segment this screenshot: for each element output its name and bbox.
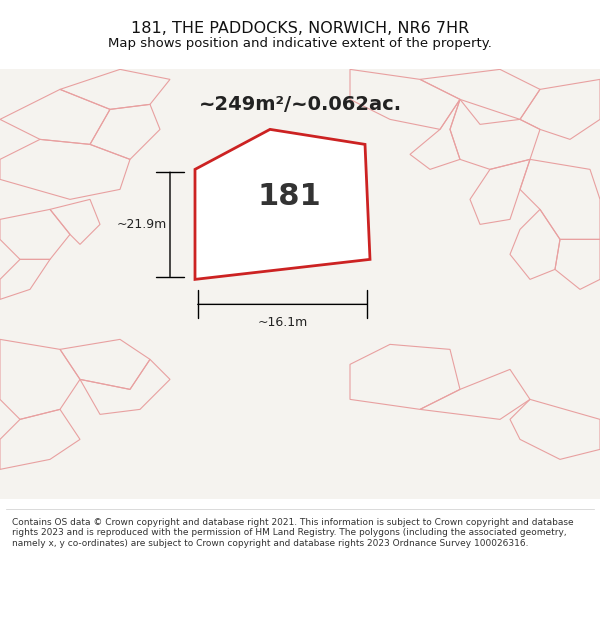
Text: Contains OS data © Crown copyright and database right 2021. This information is : Contains OS data © Crown copyright and d… bbox=[12, 518, 574, 548]
Polygon shape bbox=[195, 129, 370, 279]
Text: ~16.1m: ~16.1m bbox=[257, 316, 308, 329]
Text: ~249m²/~0.062ac.: ~249m²/~0.062ac. bbox=[199, 95, 401, 114]
Text: Map shows position and indicative extent of the property.: Map shows position and indicative extent… bbox=[108, 38, 492, 50]
Text: 181: 181 bbox=[257, 182, 321, 211]
Text: ~21.9m: ~21.9m bbox=[117, 218, 167, 231]
Text: 181, THE PADDOCKS, NORWICH, NR6 7HR: 181, THE PADDOCKS, NORWICH, NR6 7HR bbox=[131, 21, 469, 36]
